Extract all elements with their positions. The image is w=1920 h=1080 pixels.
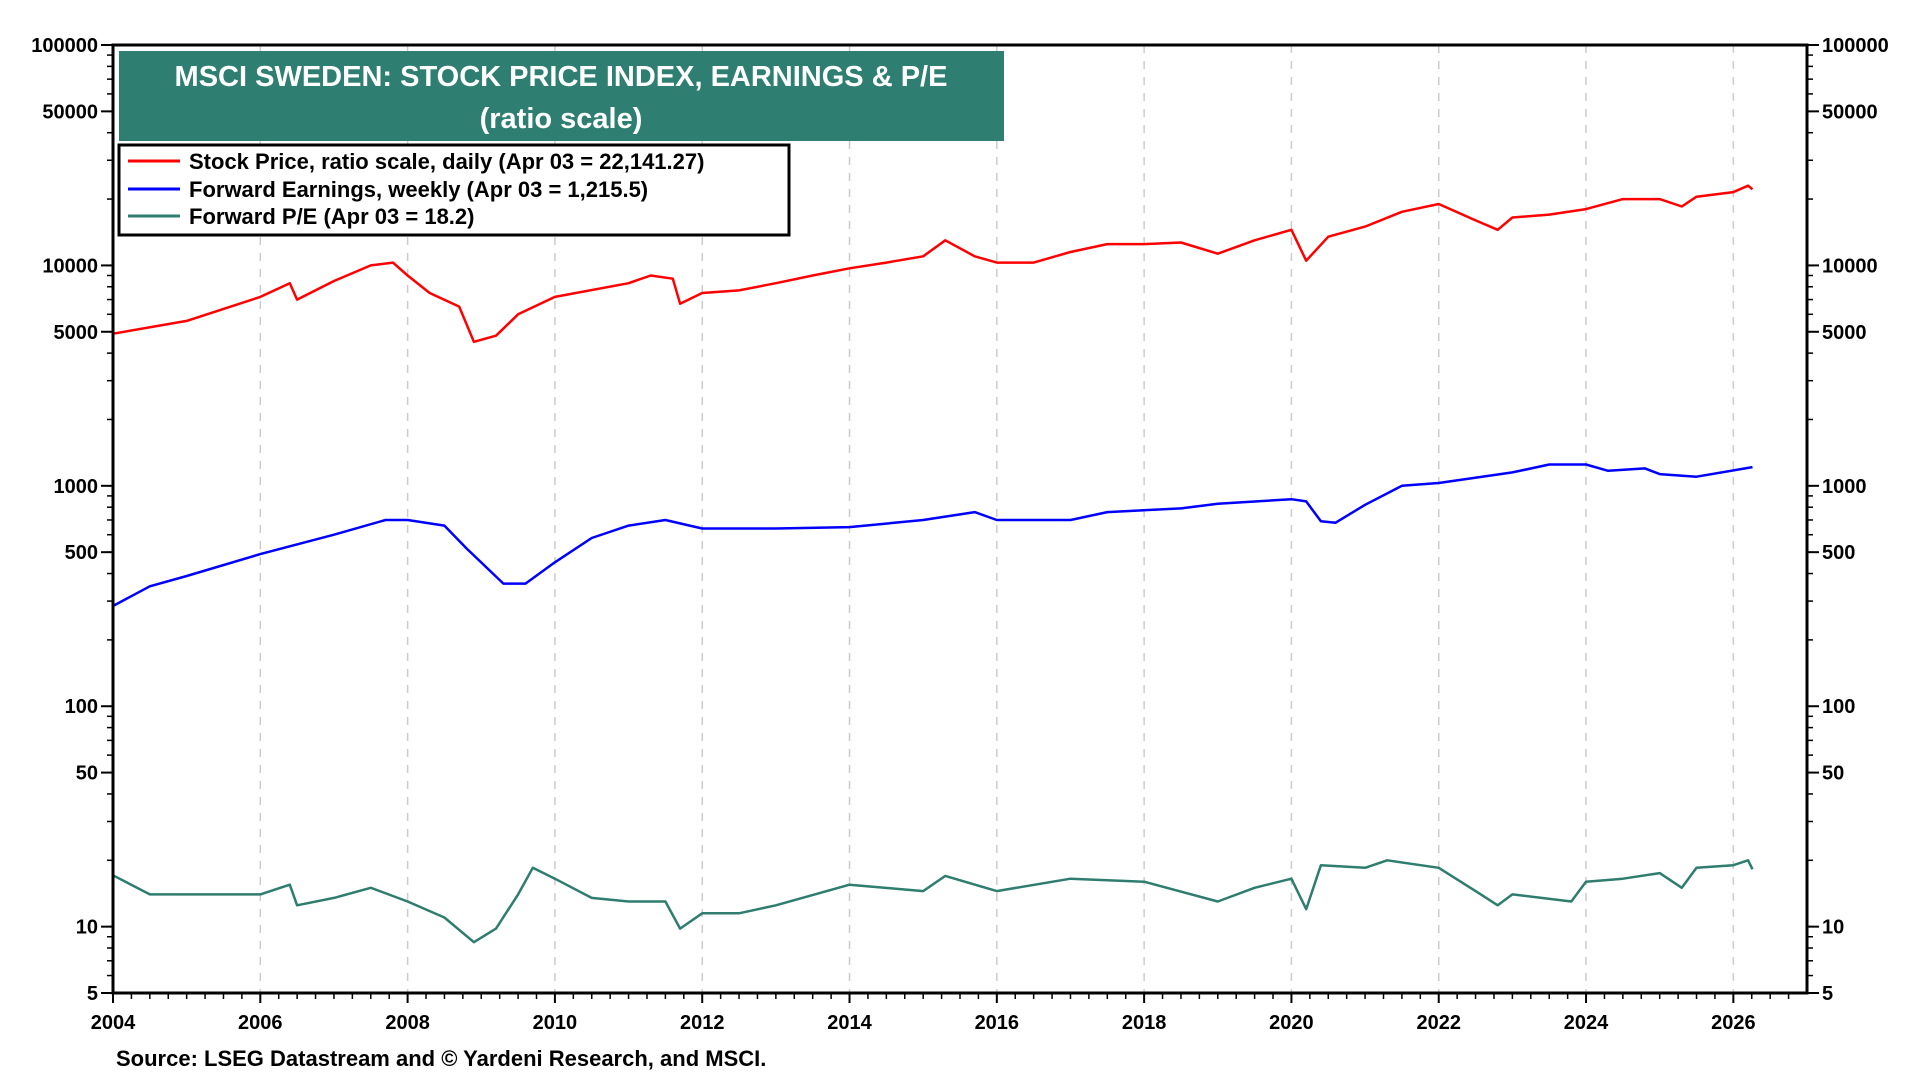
x-tick-label: 2004 [91,1012,136,1034]
y-tick-label-left: 5 [87,983,98,1005]
x-tick-label: 2008 [385,1012,430,1034]
x-tick-label: 2026 [1711,1012,1756,1034]
y-tick-label-right: 5000 [1822,322,1867,344]
y-tick-label-right: 100000 [1822,35,1889,57]
x-tick-label: 2022 [1416,1012,1461,1034]
legend: Stock Price, ratio scale, daily (Apr 03 … [117,143,791,237]
grid [259,45,1735,993]
legend-label-stock-price: Stock Price, ratio scale, daily (Apr 03 … [189,149,704,174]
y-tick-label-left: 100 [65,696,98,718]
y-tick-label-right: 50 [1822,763,1844,785]
y-tick-label-right: 10000 [1822,255,1878,277]
y-tick-label-left: 500 [65,542,98,564]
y-tick-label-right: 1000 [1822,476,1867,498]
axes: 2004 2006 2008 2010 2012 2014 2016 2018 2020 2022… [31,35,1889,1034]
legend-label-forward-pe: Forward P/E (Apr 03 = 18.2) [189,204,474,229]
forward-pe-line [112,859,1754,944]
chart-title: MSCI SWEDEN: STOCK PRICE INDEX, EARNINGS… [175,61,948,93]
y-tick-label-right: 5 [1822,983,1833,1005]
x-tick-label: 2006 [238,1012,283,1034]
legend-label-forward-earnings: Forward Earnings, weekly (Apr 03 = 1,215… [189,177,648,202]
y-tick-label-left: 50 [76,763,98,785]
stock-price-line [112,184,1754,344]
y-tick-label-left: 100000 [31,35,98,57]
x-tick-label: 2012 [680,1012,725,1034]
series-lines [112,184,1754,944]
x-tick-label: 2014 [827,1012,872,1034]
x-tick-label: 2020 [1269,1012,1314,1034]
x-tick-label: 2016 [975,1012,1020,1034]
chart-subtitle: (ratio scale) [480,103,643,135]
y-tick-label-left: 50000 [42,101,98,123]
title-box: MSCI SWEDEN: STOCK PRICE INDEX, EARNINGS… [119,51,1004,141]
y-tick-label-left: 10 [76,917,98,939]
y-tick-label-left: 5000 [54,322,99,344]
y-tick-label-right: 10 [1822,917,1844,939]
y-tick-label-right: 100 [1822,696,1855,718]
x-tick-label: 2018 [1122,1012,1167,1034]
y-tick-label-right: 50000 [1822,101,1878,123]
y-tick-label-right: 500 [1822,542,1855,564]
y-tick-label-left: 10000 [42,255,98,277]
title-background [119,51,1004,141]
forward-earnings-line [112,463,1753,608]
x-tick-label: 2010 [533,1012,578,1034]
legend-box [117,143,791,237]
y-tick-label-left: 1000 [54,476,99,498]
source-note: Source: LSEG Datastream and © Yardeni Re… [116,1046,766,1071]
x-tick-label: 2024 [1564,1012,1609,1034]
